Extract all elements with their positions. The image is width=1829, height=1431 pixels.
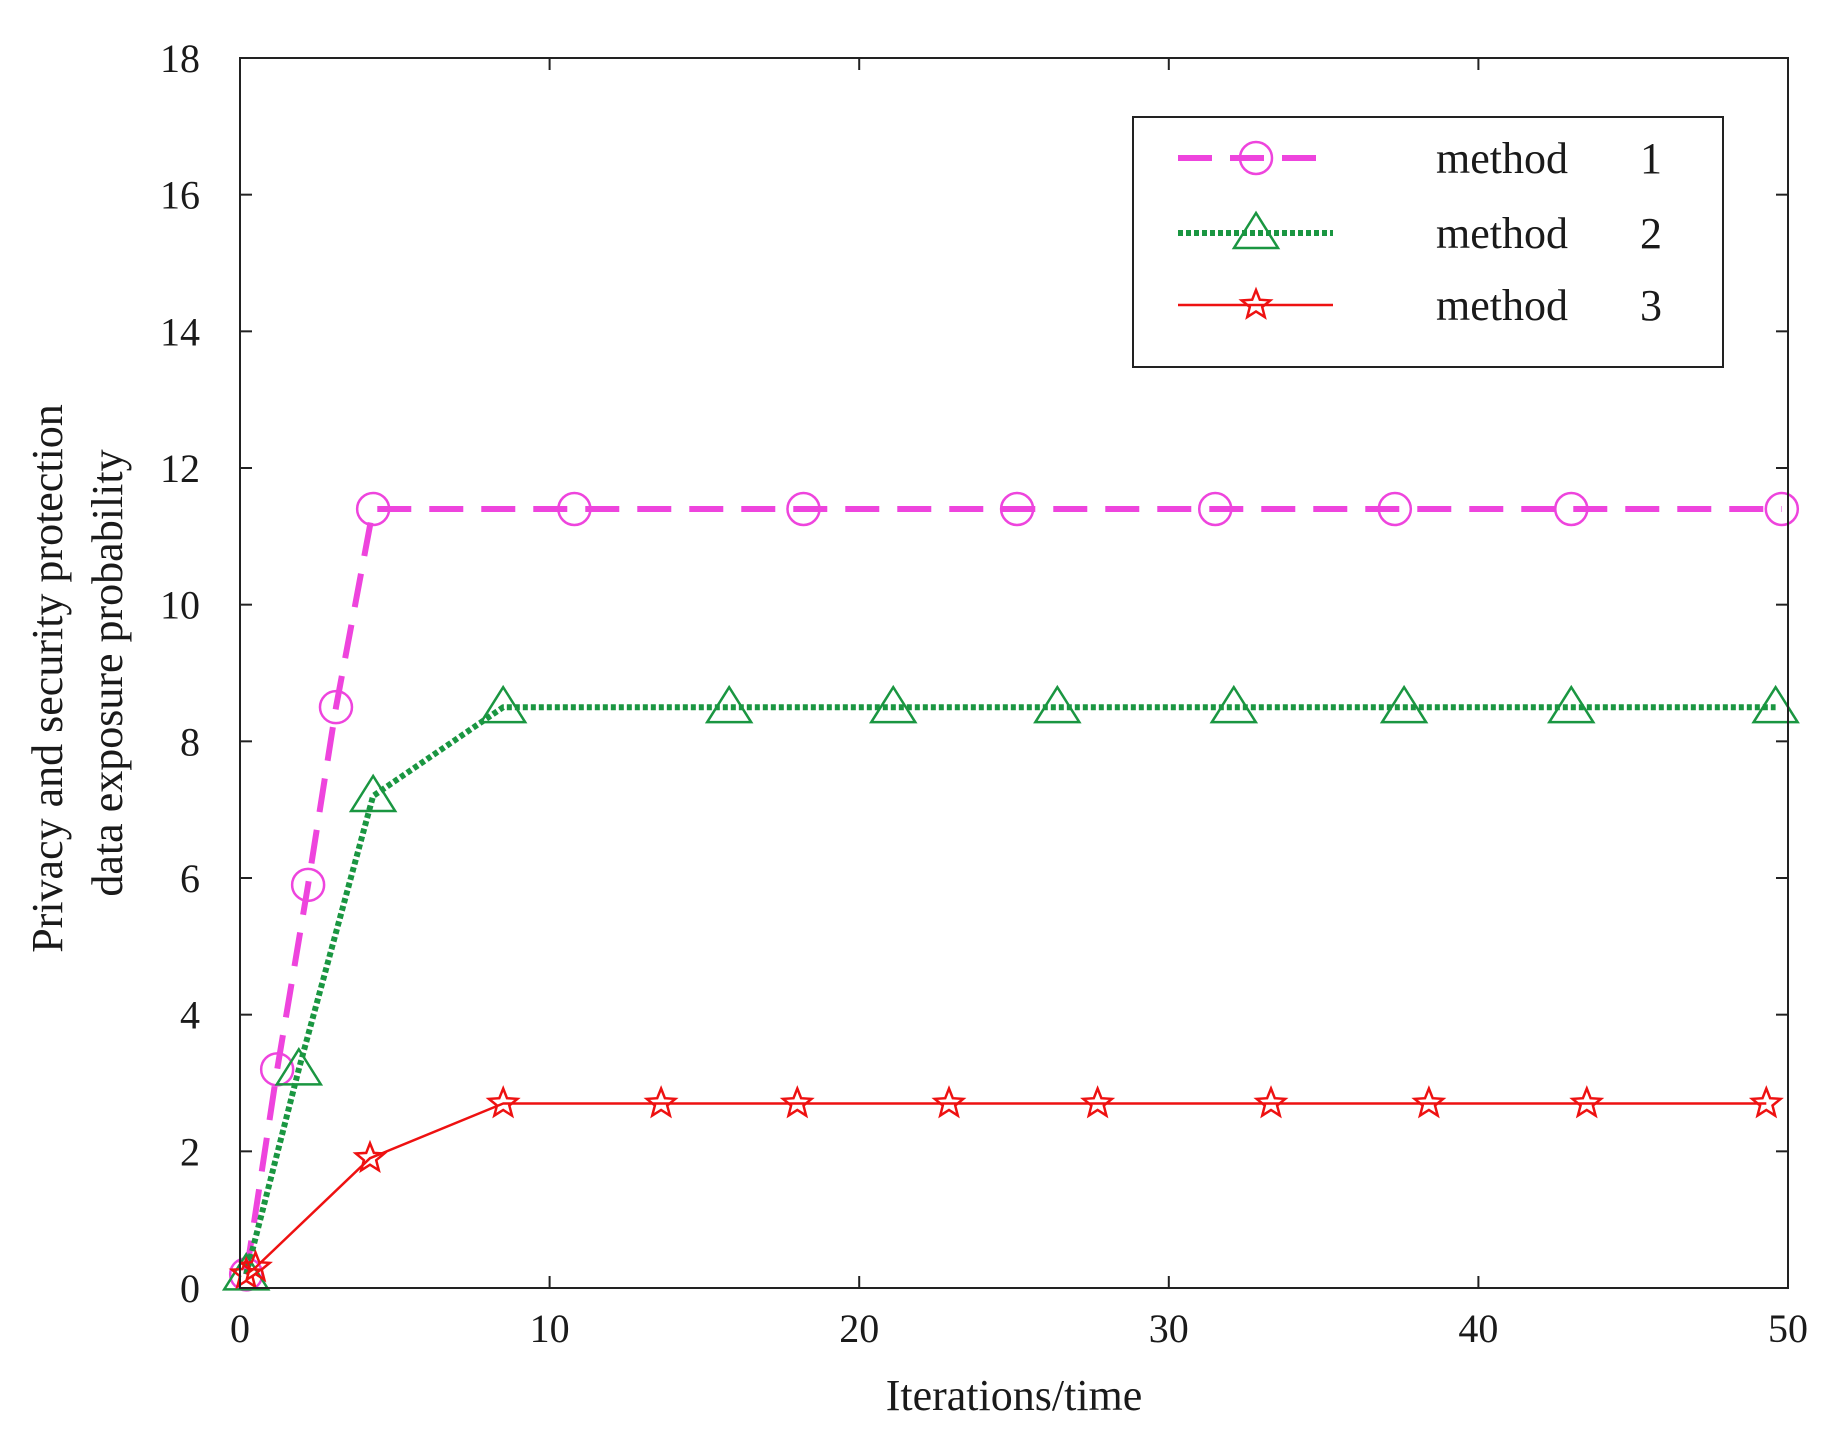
y-axis-title-line-2: data exposure probability xyxy=(83,449,132,896)
series-3-point xyxy=(237,1249,273,1283)
y-tick-label: 18 xyxy=(160,36,200,81)
series-2-point xyxy=(1751,684,1800,724)
series-3-point xyxy=(1080,1085,1116,1119)
series-2-point xyxy=(274,1046,324,1086)
legend: method 1 method 2 method 3 xyxy=(1132,116,1724,368)
series-2-point xyxy=(1033,684,1082,724)
legend-number-3: 3 xyxy=(1640,281,1662,330)
legend-label-2: method xyxy=(1436,209,1568,258)
series-2 xyxy=(221,684,1800,1291)
y-axis-title-line-1: Privacy and security protection xyxy=(23,404,72,953)
y-tick-label: 4 xyxy=(180,993,200,1038)
plot-area xyxy=(221,491,1800,1292)
series-1-point xyxy=(1764,491,1800,527)
legend-box xyxy=(1132,116,1724,368)
series-1-point xyxy=(999,491,1035,527)
series-2-point xyxy=(868,684,918,724)
series-1-point xyxy=(290,867,326,903)
y-tick-label: 10 xyxy=(160,583,200,628)
series-3-point xyxy=(352,1139,388,1174)
legend-label-1: method xyxy=(1436,134,1568,183)
series-2-point xyxy=(704,684,754,724)
legend-label-3: method xyxy=(1436,281,1568,330)
series-3-point xyxy=(779,1085,815,1119)
y-tick-label: 2 xyxy=(180,1129,200,1174)
y-tick-label: 12 xyxy=(160,446,200,491)
series-1-point xyxy=(318,689,354,725)
legend-entries: method 1 method 2 method 3 xyxy=(1178,134,1662,330)
x-tick-label: 30 xyxy=(1149,1306,1189,1351)
x-axis-title: Iterations/time xyxy=(886,1371,1143,1420)
series-3-point xyxy=(485,1085,521,1119)
series-2-line xyxy=(243,704,1776,1276)
series-3-line xyxy=(245,1102,1767,1276)
legend-marker-2 xyxy=(1231,210,1281,250)
y-tick-label: 0 xyxy=(180,1266,200,1311)
series-3-point xyxy=(1569,1085,1605,1119)
y-tick-label: 16 xyxy=(160,173,200,218)
y-tick-label: 14 xyxy=(160,309,200,354)
legend-marker-3 xyxy=(1238,286,1274,320)
y-axis-title: Privacy and security protection data exp… xyxy=(23,393,132,953)
series-2-point xyxy=(1379,684,1429,724)
series-1-point xyxy=(1377,491,1413,527)
plot-frame xyxy=(239,57,1789,1289)
series-1 xyxy=(228,491,1800,1292)
legend-number-2: 2 xyxy=(1640,209,1662,258)
series-3-point xyxy=(1411,1085,1447,1119)
x-tick-label: 0 xyxy=(230,1306,250,1351)
series-1-point xyxy=(1197,491,1233,527)
series-1-point xyxy=(355,491,391,527)
series-3-point xyxy=(1748,1085,1784,1119)
legend-number-1: 1 xyxy=(1640,134,1662,183)
series-1-point xyxy=(557,491,592,527)
series-3 xyxy=(228,1085,1784,1290)
x-tick-label: 10 xyxy=(530,1306,570,1351)
series-3-point xyxy=(931,1085,967,1119)
x-tick-label: 50 xyxy=(1768,1306,1808,1351)
series-3-point xyxy=(643,1085,679,1119)
y-tick-label: 6 xyxy=(180,856,200,901)
series-3-point xyxy=(1253,1085,1289,1119)
x-tick-label: 40 xyxy=(1458,1306,1498,1351)
series-1-line xyxy=(243,506,1782,1275)
series-2-point xyxy=(478,684,528,724)
series-1-point xyxy=(1554,491,1589,527)
y-tick-label: 8 xyxy=(180,719,200,764)
x-tick-label: 20 xyxy=(839,1306,879,1351)
series-2-point xyxy=(1209,684,1259,724)
series-1-point xyxy=(786,491,821,527)
legend-marker-1 xyxy=(1238,140,1274,176)
series-2-point xyxy=(1547,684,1596,724)
series-2-point xyxy=(348,773,398,813)
